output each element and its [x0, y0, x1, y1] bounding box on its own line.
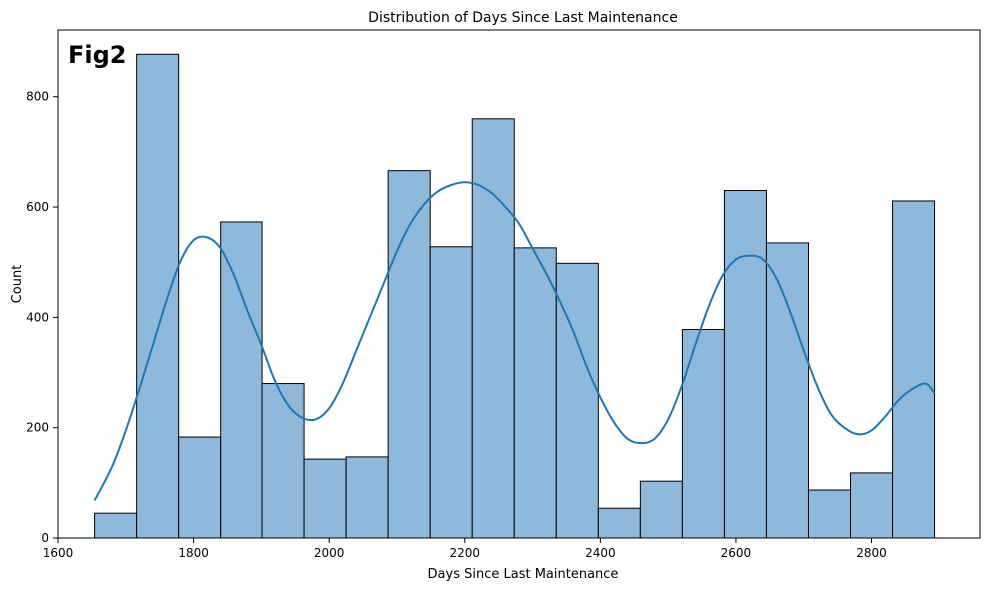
histogram-bars	[94, 53, 936, 539]
y-tick-label: 600	[26, 200, 49, 214]
histogram-bar-10	[513, 247, 557, 539]
x-tick-label: 1800	[178, 546, 209, 560]
histogram-bar-9	[471, 118, 515, 539]
histogram-bar-0	[94, 512, 138, 539]
histogram-bar-17	[807, 489, 852, 539]
histogram-bar-7	[387, 170, 431, 539]
x-tick-label: 2400	[585, 546, 616, 560]
x-tick-label: 2200	[449, 546, 480, 560]
y-tick-label: 200	[26, 421, 49, 435]
histogram-bar-4	[261, 383, 305, 539]
histogram-bar-16	[765, 242, 809, 539]
y-tick-label: 400	[26, 310, 49, 324]
axes-frame	[57, 29, 981, 539]
figure-label: Fig2	[68, 41, 127, 69]
histogram-bar-5	[303, 458, 347, 539]
x-tick-label: 1600	[43, 546, 74, 560]
histogram-bar-13	[639, 480, 683, 539]
chart-title: Distribution of Days Since Last Maintena…	[368, 10, 678, 26]
x-axis-ticks: 1600 1800 2000 2200 2400 2600 2800	[43, 538, 887, 560]
histogram-bar-8	[429, 246, 473, 539]
x-tick-label: 2800	[856, 546, 887, 560]
x-axis-label: Days Since Last Maintenance	[428, 567, 619, 582]
histogram-bar-15	[723, 190, 767, 539]
histogram-bar-1	[136, 53, 180, 539]
y-tick-label: 800	[26, 90, 49, 104]
y-tick-label: 0	[41, 531, 49, 545]
histogram-bar-11	[555, 262, 599, 539]
y-axis-label: Count	[10, 265, 25, 304]
histogram-bar-18	[850, 472, 894, 539]
y-axis-ticks: 0 200 400 600 800	[26, 90, 58, 545]
histogram-bar-3	[220, 221, 263, 539]
x-tick-label: 2600	[721, 546, 752, 560]
histogram-bar-14	[681, 329, 725, 539]
histogram-bar-2	[178, 436, 222, 539]
histogram-bar-12	[597, 507, 641, 539]
histogram-bar-19	[892, 200, 936, 539]
histogram-bar-6	[345, 456, 389, 539]
x-tick-label: 2000	[314, 546, 345, 560]
kde-curve	[93, 181, 936, 501]
